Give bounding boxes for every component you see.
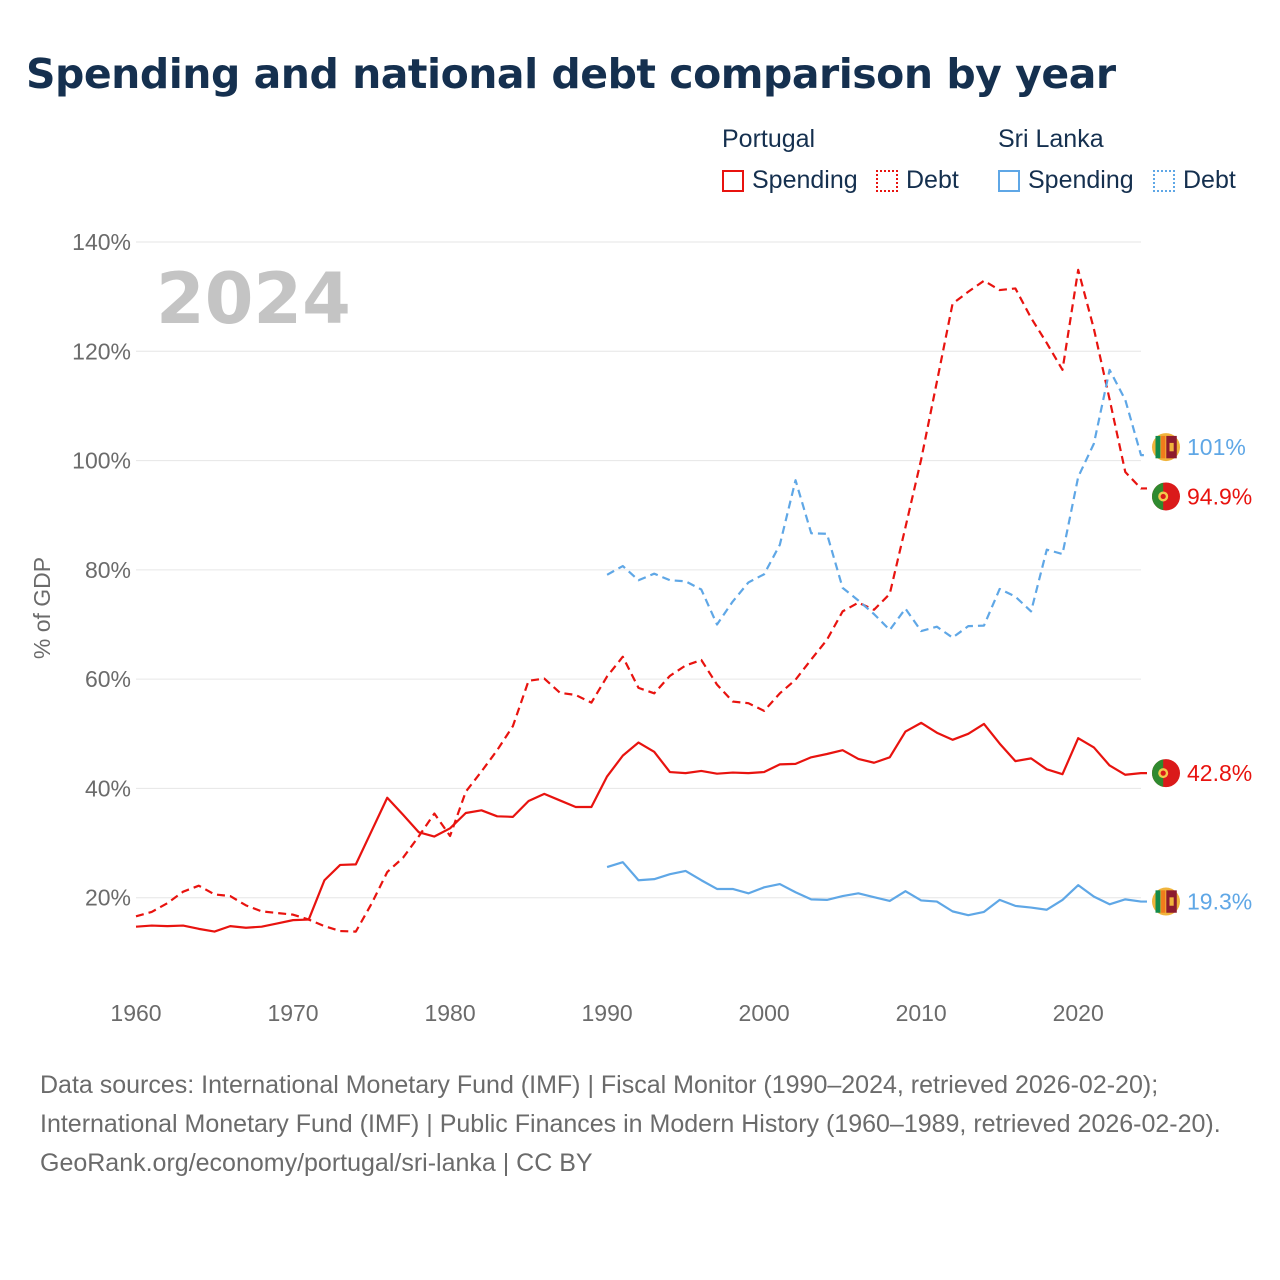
x-tick-label: 1990 [582,1000,633,1026]
line-chart: 20% 40% 60% 80% 100% 120% 140% 1960 1970 1980 199… [29,229,1252,1026]
legend-swatch-solid-blue [998,169,1020,192]
x-tick-label: 1970 [267,1000,318,1026]
legend-label: Spending [1028,166,1134,194]
footer: Data sources: International Monetary Fun… [40,1066,1240,1183]
sri-lanka-flag-icon [1152,887,1180,916]
y-axis-ticks: 20% 40% 60% 80% 100% 120% 140% [72,229,131,911]
legend-label: Debt [1183,166,1236,194]
legend-sri-lanka-debt[interactable]: Debt [1153,166,1236,195]
credit-link[interactable]: GeoRank.org/economy/portugal/sri-lanka |… [40,1149,593,1177]
legend-swatch-dotted-red [876,169,898,192]
legend-portugal-spending[interactable]: Spending [722,166,858,195]
y-tick-label: 20% [85,885,131,911]
legend-portugal-debt[interactable]: Debt [876,166,959,195]
x-tick-label: 2020 [1053,1000,1104,1026]
legend-group-portugal: Portugal [722,125,816,153]
x-tick-label: 1960 [110,1000,161,1026]
data-sources: Data sources: International Monetary Fun… [40,1071,1221,1138]
end-label-portugal-debt: 94.9% [1187,483,1252,509]
legend-label: Debt [906,166,959,194]
y-tick-label: 140% [72,229,131,255]
series-line-portugal-debt[interactable] [135,268,1147,933]
gridlines [136,241,1141,899]
portugal-flag-icon [1152,759,1180,788]
end-label-sri-lanka-debt: 101% [1187,434,1246,460]
legend-label: Spending [752,166,858,194]
series-line-sri-lanka-debt[interactable] [606,368,1147,639]
y-tick-label: 60% [85,666,131,692]
legend-group-sri-lanka: Sri Lanka [998,125,1104,153]
end-label-portugal-spending: 42.8% [1187,760,1252,786]
y-tick-label: 80% [85,557,131,583]
x-tick-label: 2000 [739,1000,790,1026]
year-watermark: 2024 [156,258,351,340]
end-label-sri-lanka-spending: 19.3% [1187,889,1252,915]
legend-swatch-dotted-blue [1153,169,1175,192]
x-axis-ticks: 1960 1970 1980 1990 2000 2010 2020 [110,1000,1103,1026]
legend-swatch-solid-red [722,169,744,192]
y-tick-label: 40% [85,775,131,801]
x-tick-label: 2010 [896,1000,947,1026]
legend-sri-lanka-spending[interactable]: Spending [998,166,1134,195]
chart-title: Spending and national debt comparison by… [26,50,1116,98]
series-line-sri-lanka-spending[interactable] [606,861,1147,917]
y-tick-label: 120% [72,338,131,364]
end-labels: 42.8% 94.9% 19.3% 101% [1152,433,1252,916]
y-tick-label: 100% [72,448,131,474]
x-tick-label: 1980 [424,1000,475,1026]
series-line-portugal-spending[interactable] [135,721,1147,933]
y-axis-label: % of GDP [29,557,55,659]
sri-lanka-flag-icon [1152,433,1180,462]
portugal-flag-icon [1152,482,1180,511]
series-lines [135,268,1147,933]
